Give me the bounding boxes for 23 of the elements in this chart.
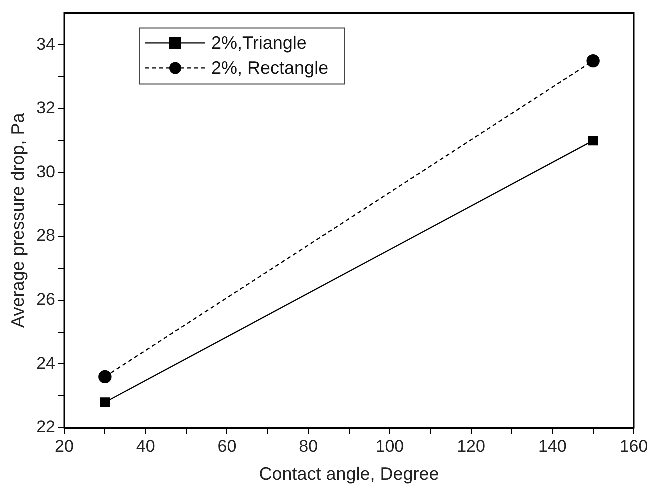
y-tick-label: 30 (36, 162, 56, 182)
y-tick-label: 28 (36, 226, 56, 246)
x-tick-label: 80 (299, 436, 318, 456)
legend-label: 2%,Triangle (212, 33, 307, 54)
point (586, 54, 600, 68)
y-tick-label: 22 (36, 418, 56, 437)
y-tick-label: 32 (36, 98, 56, 118)
x-tick-label: 40 (136, 436, 156, 456)
x-tick-label: 140 (538, 436, 567, 456)
y-axis-title: Average pressure drop, Pa (8, 112, 28, 328)
point (98, 370, 112, 384)
x-tick-label: 20 (55, 436, 74, 456)
x-tick-label: 60 (218, 436, 237, 456)
x-axis-title: Contact angle, Degree (259, 464, 440, 484)
y-tick-label: 24 (36, 354, 56, 373)
x-tick-label: 120 (457, 436, 486, 456)
x-tick-label: 160 (620, 436, 648, 456)
y-tick-label: 34 (36, 34, 56, 54)
y-tick-label: 26 (36, 290, 56, 310)
legend-label: 2%, Rectangle (212, 58, 329, 78)
point (100, 398, 110, 408)
point (588, 136, 598, 146)
x-tick-label: 100 (376, 436, 404, 456)
